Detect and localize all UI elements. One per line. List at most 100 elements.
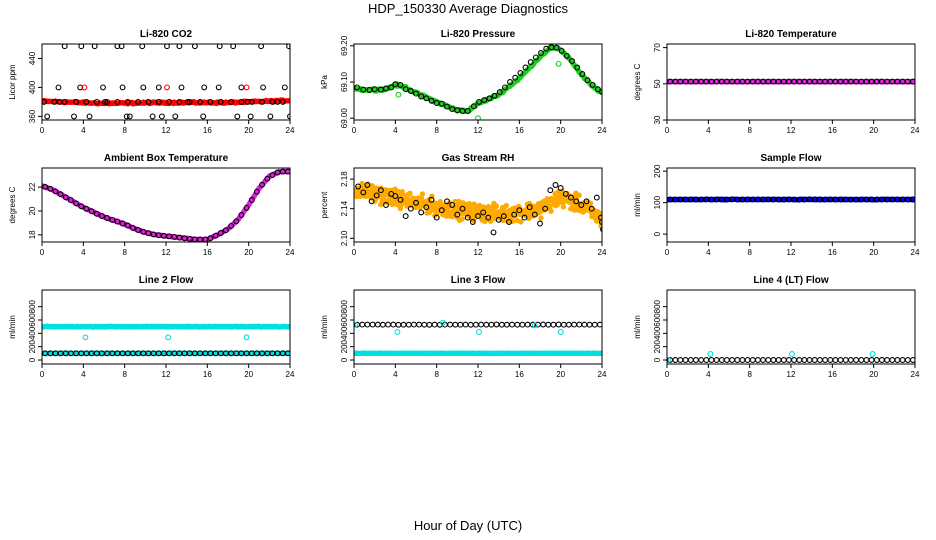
data-point <box>909 357 915 363</box>
x-tick-label: 8 <box>747 248 752 257</box>
data-point <box>124 222 131 229</box>
data-point <box>806 357 813 363</box>
data-point <box>586 321 593 328</box>
data-point <box>248 98 255 105</box>
data-point <box>77 84 84 91</box>
data-point <box>576 321 583 328</box>
data-point <box>260 84 267 91</box>
data-point <box>909 196 915 203</box>
data-point <box>243 84 250 91</box>
data-point <box>562 190 569 197</box>
data-point <box>847 357 854 363</box>
data-point <box>537 220 543 227</box>
data-point <box>104 215 111 221</box>
data-point <box>86 113 93 120</box>
data-point <box>407 190 413 197</box>
data-point <box>462 321 469 328</box>
x-tick-label: 8 <box>122 248 127 257</box>
data-point <box>498 321 505 328</box>
x-tick-label: 12 <box>162 126 171 135</box>
data-point <box>238 212 245 218</box>
panel-data <box>667 78 915 85</box>
data-point <box>481 97 488 104</box>
y-tick-label: 30 <box>653 115 662 124</box>
data-point <box>259 181 266 188</box>
data-point <box>354 84 361 91</box>
data-point <box>287 113 290 120</box>
y-tick-label: 400 <box>28 80 37 94</box>
data-point <box>459 216 465 222</box>
data-point <box>73 200 80 207</box>
data-point <box>677 357 684 363</box>
data-point <box>222 227 229 234</box>
data-point <box>579 71 586 77</box>
y-tick-label: 0 <box>340 357 349 362</box>
data-point <box>868 357 875 363</box>
data-point <box>775 357 782 363</box>
data-point <box>514 321 521 328</box>
data-point <box>591 321 598 328</box>
data-point <box>55 84 62 91</box>
data-point <box>571 321 578 328</box>
data-point <box>708 357 715 363</box>
x-tick-label: 8 <box>122 370 127 379</box>
x-tick-label: 0 <box>352 248 357 257</box>
y-axis-label: kPa <box>320 75 329 89</box>
data-point <box>191 44 198 50</box>
panel-data <box>667 196 915 203</box>
data-point <box>899 357 906 363</box>
data-point <box>428 97 435 104</box>
data-point <box>509 321 516 328</box>
data-point <box>438 207 445 214</box>
x-tick-label: 16 <box>515 126 524 135</box>
figure-xlabel: Hour of Day (UTC) <box>413 518 523 533</box>
data-point <box>155 98 162 105</box>
data-point <box>486 95 493 102</box>
y-tick-label: 200 <box>653 339 662 353</box>
data-point <box>374 321 381 328</box>
data-point <box>126 113 133 120</box>
data-point <box>576 192 582 198</box>
panel-data <box>42 323 290 357</box>
x-tick-label: 0 <box>40 126 45 135</box>
data-point <box>827 357 834 363</box>
data-point <box>145 98 152 105</box>
data-point <box>78 44 85 50</box>
data-point <box>102 98 108 105</box>
data-point <box>493 321 500 328</box>
y-tick-label: 50 <box>653 79 662 88</box>
data-point <box>550 321 557 328</box>
data-point <box>547 187 554 194</box>
data-point <box>545 321 552 328</box>
x-tick-label: 12 <box>787 126 796 135</box>
x-tick-label: 20 <box>556 248 565 257</box>
data-point <box>574 64 581 71</box>
x-tick-label: 4 <box>393 370 398 379</box>
data-point <box>503 202 509 209</box>
data-point <box>423 95 430 102</box>
y-tick-label: 69.20 <box>340 35 349 56</box>
y-tick-label: 800 <box>28 299 37 313</box>
data-point <box>600 226 602 233</box>
data-point <box>478 321 485 328</box>
x-tick-label: 16 <box>515 248 524 257</box>
data-point <box>459 205 466 212</box>
data-point <box>184 98 191 105</box>
y-tick-label: 600 <box>653 313 662 327</box>
data-point <box>734 357 741 363</box>
data-point <box>114 44 121 50</box>
data-point <box>368 198 375 205</box>
data-point <box>531 322 538 329</box>
data-point <box>164 84 170 91</box>
x-tick-label: 20 <box>244 248 253 257</box>
data-point <box>667 357 671 363</box>
data-point <box>904 357 911 363</box>
data-point <box>703 357 710 363</box>
data-point <box>62 194 69 201</box>
data-point <box>215 84 222 91</box>
data-point <box>682 357 689 363</box>
data-point <box>557 329 564 335</box>
data-point <box>555 321 562 328</box>
data-point <box>71 113 77 120</box>
